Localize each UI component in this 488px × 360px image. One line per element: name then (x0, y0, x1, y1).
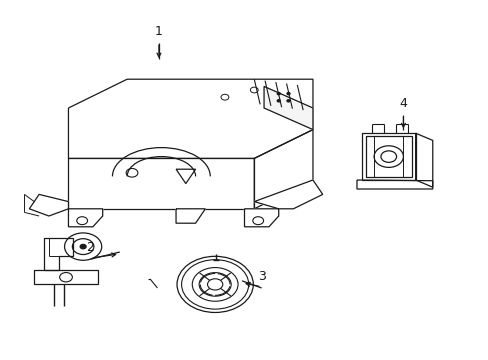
Circle shape (207, 279, 223, 290)
Polygon shape (68, 79, 312, 158)
Polygon shape (34, 270, 98, 284)
Polygon shape (361, 133, 415, 180)
Circle shape (286, 93, 289, 95)
Polygon shape (356, 180, 432, 189)
Polygon shape (415, 133, 432, 187)
Polygon shape (264, 86, 312, 130)
Polygon shape (176, 169, 195, 184)
Polygon shape (244, 209, 278, 227)
Circle shape (286, 100, 289, 102)
Polygon shape (68, 158, 254, 209)
Polygon shape (254, 180, 322, 209)
Text: 4: 4 (399, 97, 407, 110)
Text: 2: 2 (86, 241, 94, 254)
Polygon shape (254, 130, 312, 209)
Circle shape (80, 244, 86, 249)
Polygon shape (68, 209, 102, 227)
Polygon shape (44, 238, 73, 270)
Text: 1: 1 (155, 25, 163, 38)
Polygon shape (29, 194, 68, 216)
Circle shape (277, 100, 280, 102)
Text: 3: 3 (257, 270, 265, 283)
Circle shape (182, 260, 247, 309)
Polygon shape (176, 209, 205, 223)
Circle shape (277, 93, 280, 95)
